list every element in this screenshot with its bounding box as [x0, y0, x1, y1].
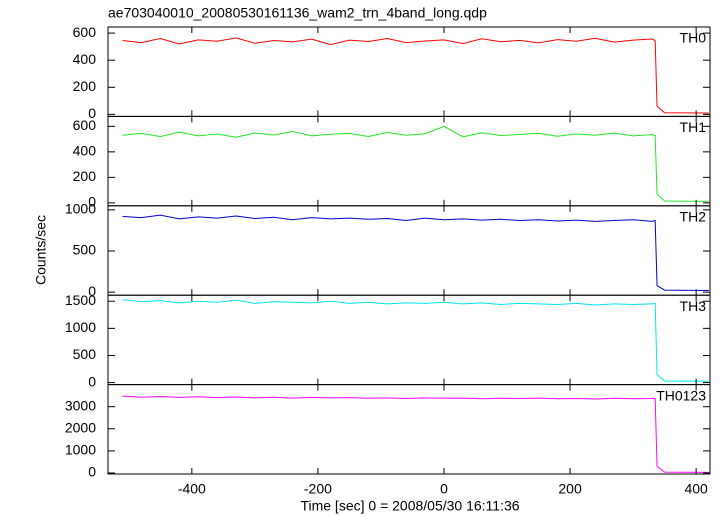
x-tick-label: -400 — [178, 481, 206, 497]
chart-title: ae703040010_20080530161136_wam2_trn_4ban… — [108, 5, 487, 21]
y-tick-label: 500 — [73, 242, 97, 258]
y-tick-label: 600 — [73, 117, 97, 133]
y-tick-label: 0 — [88, 283, 96, 299]
y-tick-label: 1000 — [65, 442, 96, 458]
series-label: TH3 — [680, 298, 707, 314]
panel-frame — [107, 294, 711, 386]
data-line — [122, 395, 709, 473]
y-tick-label: 500 — [73, 346, 97, 362]
data-line — [122, 37, 709, 114]
y-tick-label: 2000 — [65, 420, 96, 436]
y-tick-label: 1000 — [65, 319, 96, 335]
y-tick-label: 0 — [88, 105, 96, 121]
y-axis-label: Counts/sec — [33, 215, 49, 285]
y-tick-label: 400 — [73, 143, 97, 159]
y-tick-label: 0 — [88, 194, 96, 210]
x-axis-label: Time [sec] 0 = 2008/05/30 16:11:36 — [300, 498, 519, 514]
panel-frame — [107, 205, 711, 296]
y-tick-label: 3000 — [65, 397, 96, 413]
data-line — [122, 214, 709, 292]
y-tick-label: 600 — [73, 24, 97, 40]
series-label: TH2 — [680, 209, 707, 225]
x-tick-label: 200 — [558, 481, 582, 497]
y-tick-label: 1500 — [65, 292, 96, 308]
y-tick-label: 200 — [73, 78, 97, 94]
panel-frame — [107, 26, 711, 117]
data-line — [122, 299, 709, 382]
y-tick-label: 0 — [88, 464, 96, 480]
series-label: TH0123 — [656, 387, 706, 403]
x-tick-label: -200 — [304, 481, 332, 497]
series-label: TH0 — [680, 30, 707, 46]
y-tick-label: 0 — [88, 373, 96, 389]
y-tick-label: 200 — [73, 168, 97, 184]
x-tick-label: 400 — [684, 481, 708, 497]
y-tick-label: 1000 — [65, 201, 96, 217]
data-line — [122, 125, 709, 202]
panel-frame — [107, 115, 711, 207]
x-tick-label: 0 — [440, 481, 448, 497]
series-label: TH1 — [680, 119, 707, 135]
y-tick-label: 400 — [73, 51, 97, 67]
